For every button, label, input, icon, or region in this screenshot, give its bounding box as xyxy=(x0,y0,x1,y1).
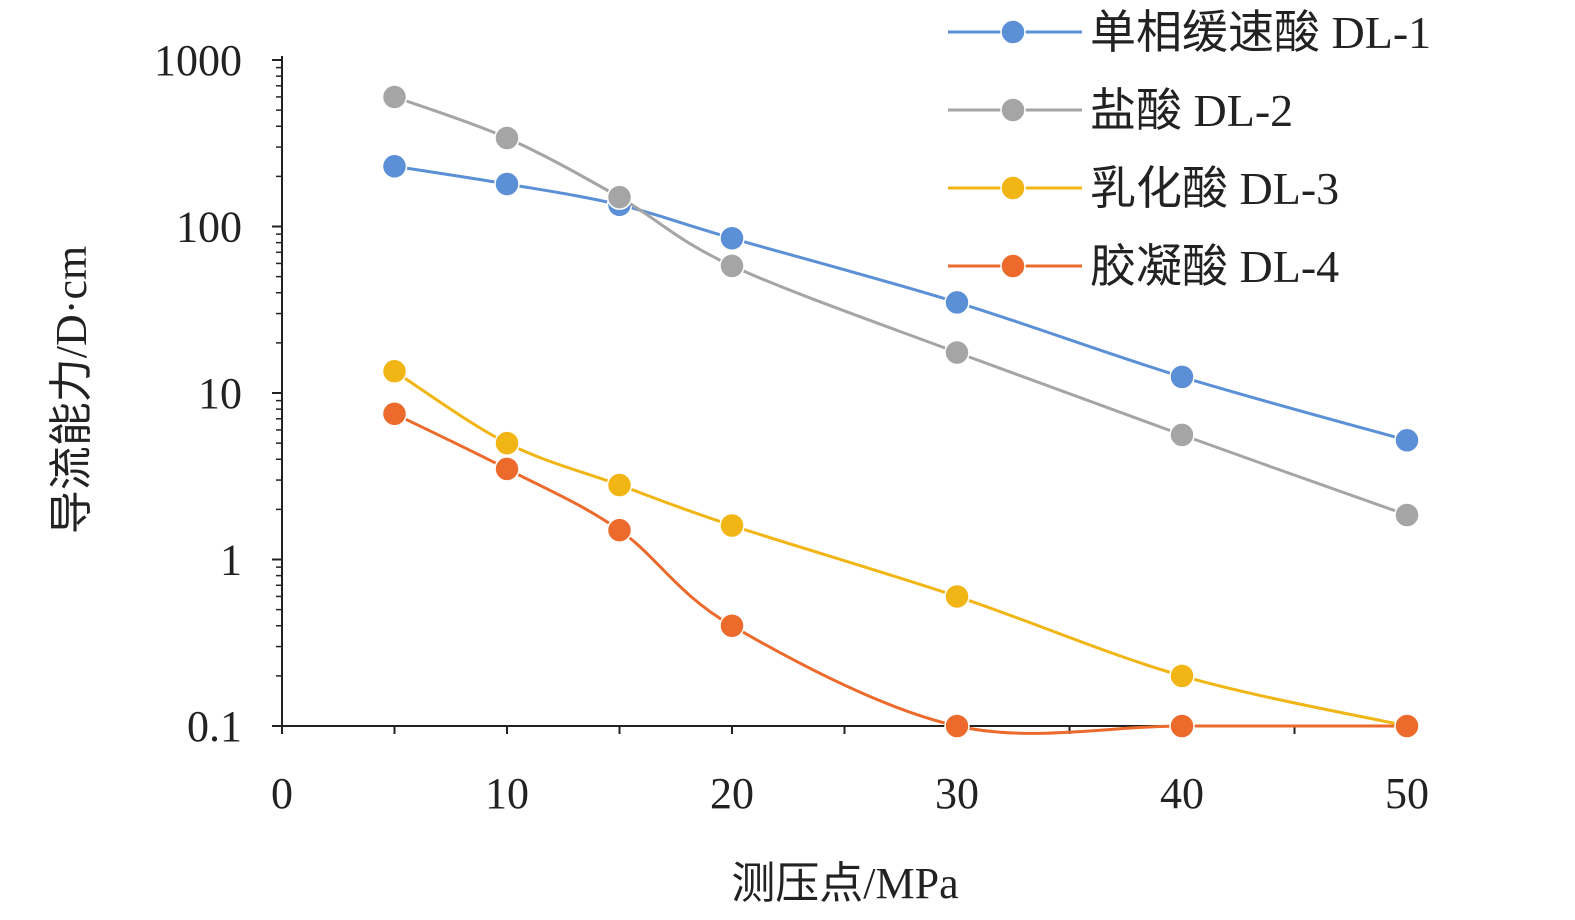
data-point xyxy=(719,613,745,639)
data-point xyxy=(944,583,970,610)
data-point xyxy=(606,472,633,498)
y-tick-label: 10 xyxy=(198,369,242,418)
series-layer xyxy=(381,84,1420,739)
data-point xyxy=(944,339,970,366)
series-3 xyxy=(381,358,1420,739)
x-tick-label: 10 xyxy=(485,769,529,818)
data-point xyxy=(381,84,408,110)
y-tick-label: 0.1 xyxy=(187,702,242,751)
data-point xyxy=(381,401,408,427)
data-point xyxy=(381,153,408,180)
legend-label: 盐酸 DL-2 xyxy=(1090,85,1293,136)
legend-label: 单相缓速酸 DL-1 xyxy=(1090,7,1431,58)
legend-marker xyxy=(1000,19,1026,45)
x-tick-label: 20 xyxy=(710,769,754,818)
y-axis-title: 导流能力/D·cm xyxy=(47,246,96,534)
series-line xyxy=(393,370,1408,728)
series-line xyxy=(394,164,1408,442)
data-point xyxy=(1394,427,1420,454)
legend-label: 胶凝酸 DL-4 xyxy=(1090,241,1339,292)
legend-item: 胶凝酸 DL-4 xyxy=(948,241,1339,292)
series-4 xyxy=(381,401,1420,739)
series-line xyxy=(393,95,1408,517)
data-point xyxy=(494,171,520,197)
legend-marker xyxy=(1000,97,1026,123)
data-point xyxy=(944,713,970,739)
data-point xyxy=(1394,713,1420,739)
data-point xyxy=(494,430,520,456)
legend-item: 盐酸 DL-2 xyxy=(948,85,1293,136)
legend-label: 乳化酸 DL-3 xyxy=(1090,163,1339,214)
x-tick-label: 0 xyxy=(271,769,293,818)
x-axis-title: 测压点/MPa xyxy=(731,859,958,908)
data-point xyxy=(1169,364,1195,390)
data-point xyxy=(606,517,633,543)
data-point xyxy=(719,225,745,252)
x-tick-label: 40 xyxy=(1160,769,1204,818)
data-point xyxy=(944,289,970,316)
series-1 xyxy=(381,153,1420,454)
data-point xyxy=(381,358,408,385)
legend-marker xyxy=(1000,253,1026,279)
y-tick-label: 100 xyxy=(176,203,242,252)
data-point xyxy=(494,125,520,151)
series-2 xyxy=(381,84,1420,528)
x-tick-label: 50 xyxy=(1385,769,1429,818)
data-point xyxy=(494,456,520,482)
data-point xyxy=(719,253,745,279)
data-point xyxy=(1169,663,1195,689)
data-point xyxy=(606,184,633,210)
legend: 单相缓速酸 DL-1 盐酸 DL-2 乳化酸 DL-3 胶凝酸 DL-4 xyxy=(948,7,1431,292)
x-tick-label: 30 xyxy=(935,769,979,818)
y-tick-label: 1 xyxy=(220,536,242,585)
axes: 0.1 1 10 100 1000 0 10 20 30 40 50 xyxy=(154,36,1429,818)
data-point xyxy=(1394,502,1420,528)
legend-item: 单相缓速酸 DL-1 xyxy=(948,7,1431,58)
data-point xyxy=(719,512,745,539)
legend-marker xyxy=(1000,175,1026,201)
legend-item: 乳化酸 DL-3 xyxy=(948,163,1339,214)
data-point xyxy=(1169,422,1195,448)
data-point xyxy=(1169,713,1195,739)
y-tick-label: 1000 xyxy=(154,36,242,85)
